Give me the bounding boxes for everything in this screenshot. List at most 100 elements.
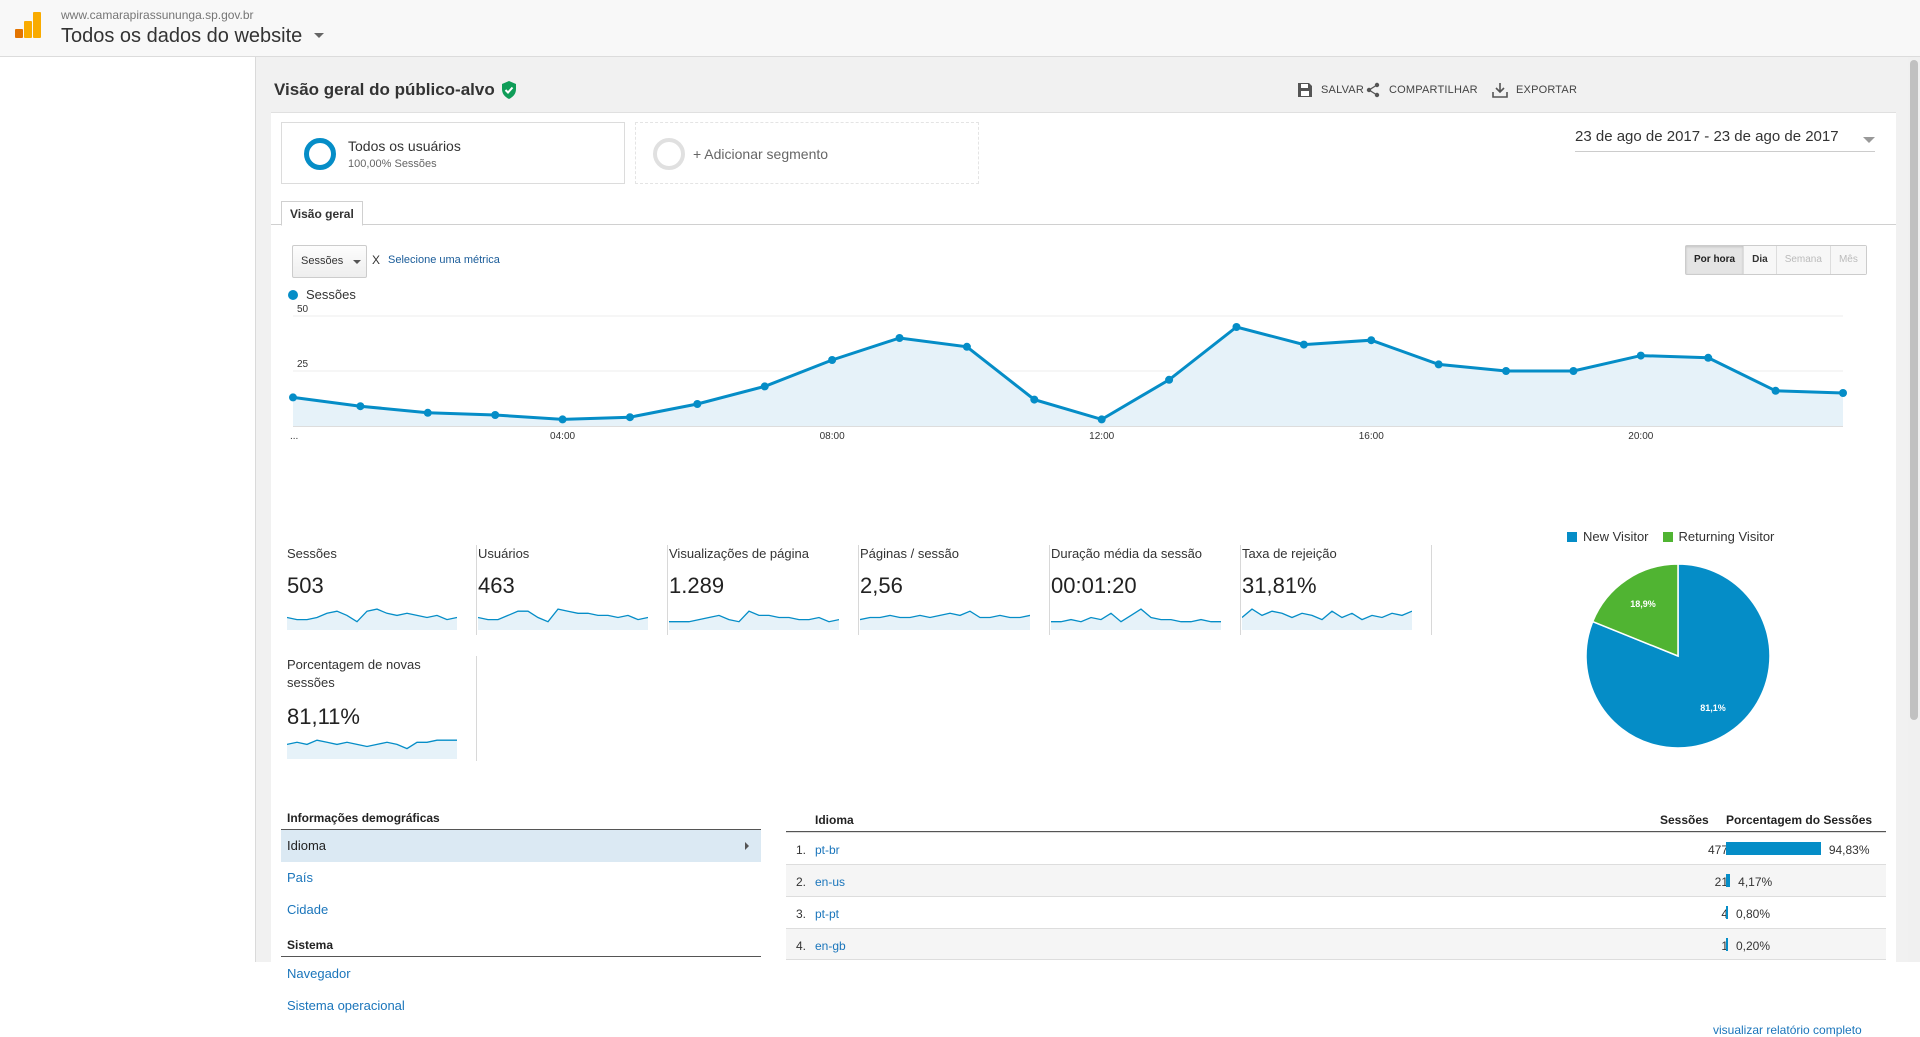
page-title: Visão geral do público-alvo <box>274 80 495 99</box>
save-button[interactable]: SALVAR <box>1297 82 1364 98</box>
metric-avg-session-duration[interactable]: Duração média da sessão 00:01:20 <box>1051 545 1241 635</box>
data-point <box>760 382 769 391</box>
metric-sparkline <box>287 608 457 630</box>
analytics-logo-icon[interactable] <box>15 12 41 38</box>
data-point <box>1704 353 1713 362</box>
metric-bounce-rate[interactable]: Taxa de rejeição 31,81% <box>1242 545 1432 635</box>
sessions-value: 4 <box>1721 907 1728 921</box>
metric-dropdown[interactable]: Sessões <box>292 245 367 278</box>
percent-value: 0,20% <box>1736 939 1771 953</box>
share-label: COMPARTILHAR <box>1389 84 1478 96</box>
chevron-right-icon <box>745 842 749 850</box>
period-hourly-button[interactable]: Por hora <box>1686 246 1745 274</box>
column-header-sessions: Sessões <box>1660 813 1709 827</box>
metric-name: Duração média da sessão <box>1051 546 1203 561</box>
period-toggle: Por hora Dia Semana Mês <box>1685 245 1867 275</box>
add-segment-button[interactable]: + Adicionar segmento <box>635 122 979 184</box>
table-row: 4. en-gb 1 0,20% <box>786 928 1886 960</box>
x-tick-label: 16:00 <box>1359 431 1384 442</box>
legend-label: Returning Visitor <box>1678 529 1775 544</box>
view-selector[interactable]: Todos os dados do website <box>61 25 303 47</box>
legend-item-new-visitor[interactable]: New Visitor <box>1567 529 1649 544</box>
pie-slice <box>1591 563 1679 658</box>
sparkline-line <box>1051 608 1221 623</box>
system-divider <box>281 956 761 957</box>
metric-new-sessions-pct[interactable]: Porcentagem de novas sessões 81,11% <box>287 656 477 761</box>
demo-item-country[interactable]: País <box>287 870 314 885</box>
legend-item-returning-visitor[interactable]: Returning Visitor <box>1662 529 1775 544</box>
sparkline-line <box>860 610 1030 621</box>
sidebar <box>0 57 256 962</box>
language-link[interactable]: pt-br <box>815 843 840 857</box>
date-range-label: 23 de ago de 2017 - 23 de ago de 2017 <box>1575 128 1839 145</box>
data-point <box>962 342 971 351</box>
sparkline-area <box>287 609 457 630</box>
data-point <box>1030 395 1039 404</box>
table-row: 3. pt-pt 4 0,80% <box>786 896 1886 928</box>
sparkline-area <box>1051 609 1221 630</box>
metric-name: Páginas / sessão <box>860 546 960 561</box>
scrollbar-thumb[interactable] <box>1910 60 1918 720</box>
percent-value: 94,83% <box>1828 843 1870 857</box>
system-item-browser[interactable]: Navegador <box>287 966 351 981</box>
metric-sparkline <box>669 610 839 630</box>
sparkline-line <box>669 610 839 623</box>
date-range-picker[interactable]: 23 de ago de 2017 - 23 de ago de 2017 <box>1575 128 1875 152</box>
sparkline-area <box>287 740 457 759</box>
metric-name: Usuários <box>478 546 530 561</box>
demo-item-language[interactable]: Idioma <box>281 830 761 862</box>
full-report-link[interactable]: visualizar relatório completo <box>1713 1023 1862 1037</box>
tab-overview[interactable]: Visão geral <box>281 201 363 226</box>
metric-pageviews[interactable]: Visualizações de página 1.289 <box>669 545 859 635</box>
data-point <box>1367 336 1376 345</box>
language-link[interactable]: en-gb <box>815 939 846 953</box>
metric-name: Taxa de rejeição <box>1242 546 1337 561</box>
legend-label: New Visitor <box>1583 529 1649 544</box>
sparkline-area <box>669 611 839 630</box>
x-tick-label: 04:00 <box>550 431 575 442</box>
data-point <box>1839 389 1847 397</box>
main-content: Visão geral do público-alvo SALVAR COMPA… <box>266 57 1896 1037</box>
data-point <box>1299 340 1308 349</box>
caret-down-icon[interactable] <box>314 33 324 38</box>
pie-slice-label: 81,1% <box>1700 703 1726 713</box>
choose-metric-link[interactable]: Selecione uma métrica <box>388 254 500 266</box>
verified-shield-icon <box>502 81 516 99</box>
x-tick-label: 08:00 <box>820 431 845 442</box>
metric-pages-per-session[interactable]: Páginas / sessão 2,56 <box>860 545 1050 635</box>
column-header-language: Idioma <box>815 813 854 827</box>
system-heading: Sistema <box>287 938 334 952</box>
system-item-os[interactable]: Sistema operacional <box>287 998 405 1013</box>
metric-sparkline <box>478 608 648 630</box>
metric-name: Visualizações de página <box>669 546 809 561</box>
metric-value: 2,56 <box>860 573 903 598</box>
sparkline-line <box>287 739 457 750</box>
metric-sessions[interactable]: Sessões 503 <box>287 545 477 635</box>
language-link[interactable]: pt-pt <box>815 907 840 921</box>
data-point <box>1569 367 1578 375</box>
visitor-pie-chart[interactable]: 81,1% 18,9% <box>1583 561 1773 751</box>
metric-name: Porcentagem de novas sessões <box>287 657 421 690</box>
export-button[interactable]: EXPORTAR <box>1492 82 1577 98</box>
data-point <box>558 415 567 424</box>
legend-swatch-icon <box>1662 531 1673 542</box>
metric-users[interactable]: Usuários 463 <box>478 545 668 635</box>
metric-name: Sessões <box>287 546 337 561</box>
tab-bar: Visão geral <box>271 195 1896 226</box>
download-icon <box>1492 83 1508 98</box>
sparkline-area <box>478 609 648 630</box>
language-link[interactable]: en-us <box>815 875 846 889</box>
sessions-line-chart[interactable]: 25 50... 04:00 08:00 12:00 16:00 20:00 <box>281 303 1861 448</box>
segment-all-users[interactable]: Todos os usuários 100,00% Sessões <box>281 122 625 184</box>
sparkline-area <box>1242 609 1412 630</box>
metric-value: 463 <box>478 573 515 598</box>
versus-separator: X <box>372 253 381 267</box>
share-button[interactable]: COMPARTILHAR <box>1365 82 1478 98</box>
demo-item-city[interactable]: Cidade <box>287 902 329 917</box>
pie-slice-label: 18,9% <box>1630 599 1656 609</box>
x-tick-label: 12:00 <box>1089 431 1114 442</box>
period-day-button[interactable]: Dia <box>1744 246 1777 274</box>
data-point <box>693 400 702 408</box>
sidebar-divider <box>256 57 266 962</box>
period-week-button: Semana <box>1776 246 1831 274</box>
